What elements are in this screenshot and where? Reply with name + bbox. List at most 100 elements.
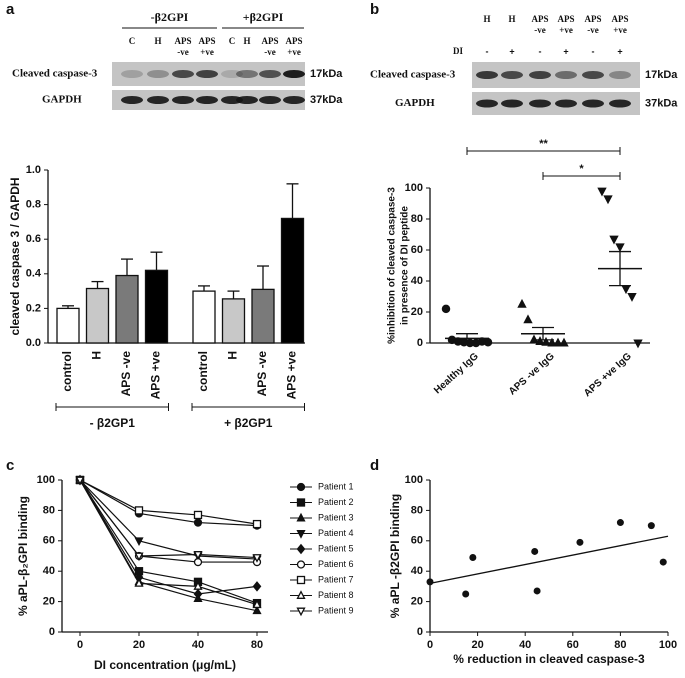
point bbox=[616, 519, 624, 527]
series-line bbox=[79, 479, 258, 612]
point bbox=[469, 554, 477, 562]
lane-label: C bbox=[229, 36, 236, 46]
x-tick-label: 0 bbox=[427, 639, 433, 651]
lane-label: -ve bbox=[264, 47, 276, 57]
blot-band bbox=[121, 96, 143, 104]
blot-band bbox=[582, 99, 604, 108]
y-tick-label: 100 bbox=[37, 474, 55, 486]
di-value: - bbox=[486, 46, 489, 56]
lane-label: H bbox=[508, 14, 515, 24]
lane-label: +ve bbox=[200, 47, 214, 57]
x-tick-label: APS +ve bbox=[285, 351, 299, 400]
blot-band bbox=[476, 71, 498, 79]
marker bbox=[252, 605, 262, 615]
marker bbox=[621, 285, 631, 295]
lane-label: APS bbox=[557, 14, 574, 24]
marker bbox=[252, 554, 262, 563]
lane-label: +ve bbox=[287, 47, 301, 57]
lane-label: APS bbox=[174, 36, 191, 46]
marker bbox=[615, 243, 625, 253]
y-tick-label: 0 bbox=[49, 626, 55, 638]
x-tick-label: APS -ve bbox=[255, 351, 269, 397]
y-tick-label: 60 bbox=[411, 244, 423, 256]
group-label: -β2GPI bbox=[151, 10, 189, 24]
band-label: Cleaved caspase-3 bbox=[370, 69, 456, 81]
blot-band bbox=[259, 96, 281, 104]
di-label: DI bbox=[453, 46, 463, 56]
y-axis-label: %inhibition of cleaved caspase-3 bbox=[387, 187, 398, 344]
y-tick-label: 0 bbox=[417, 626, 423, 638]
lane-label: +ve bbox=[559, 25, 573, 35]
y-tick-label: 1.0 bbox=[26, 164, 41, 176]
x-axis-label: DI concentration (μg/mL) bbox=[94, 658, 236, 672]
di-value: + bbox=[563, 46, 568, 56]
x-tick-label: H bbox=[226, 351, 240, 360]
bar bbox=[192, 290, 216, 344]
y-tick-label: 40 bbox=[411, 565, 423, 577]
legend-label: Patient 2 bbox=[318, 497, 354, 507]
x-tick-label: control bbox=[196, 351, 210, 392]
legend-label: Patient 9 bbox=[318, 605, 354, 615]
blot-band bbox=[121, 70, 143, 78]
blot-band bbox=[609, 99, 631, 108]
lane-label: H bbox=[154, 36, 161, 46]
x-tick-label: 0 bbox=[77, 639, 83, 651]
series-line bbox=[79, 479, 258, 527]
marker bbox=[252, 519, 262, 529]
blot-band bbox=[529, 71, 551, 79]
point bbox=[533, 587, 541, 595]
y-tick-label: 40 bbox=[411, 275, 423, 287]
marker bbox=[296, 512, 306, 522]
y-tick-label: 60 bbox=[411, 535, 423, 547]
point bbox=[647, 522, 655, 530]
blot-band bbox=[582, 71, 604, 79]
group-label: + β2GP1 bbox=[224, 416, 273, 430]
blot-band bbox=[236, 96, 258, 104]
marker bbox=[609, 235, 619, 245]
lane-label: APS bbox=[261, 36, 278, 46]
blot-band bbox=[501, 71, 523, 79]
legend-label: Patient 7 bbox=[318, 574, 354, 584]
x-tick-label: 40 bbox=[519, 639, 531, 651]
point bbox=[462, 590, 470, 598]
blot-band bbox=[236, 70, 258, 78]
y-tick-label: 80 bbox=[411, 213, 423, 225]
bar bbox=[85, 287, 110, 344]
marker bbox=[193, 518, 203, 527]
lane-label: H bbox=[243, 36, 250, 46]
y-tick-label: 20 bbox=[411, 306, 423, 318]
x-axis-label: % reduction in cleaved caspase-3 bbox=[453, 652, 645, 666]
legend-label: Patient 3 bbox=[318, 512, 354, 522]
x-tick-label: Healthy IgG bbox=[432, 351, 481, 397]
lane-label: -ve bbox=[534, 25, 546, 35]
marker bbox=[252, 581, 262, 592]
y-axis-label: % aPL-β₂GPI binding bbox=[16, 496, 30, 616]
size-label: 37kDa bbox=[310, 94, 343, 106]
di-value: + bbox=[617, 46, 622, 56]
y-tick-label: 60 bbox=[43, 535, 55, 547]
di-value: + bbox=[509, 46, 514, 56]
marker bbox=[517, 298, 527, 308]
marker bbox=[296, 498, 306, 507]
x-tick-label: 80 bbox=[251, 639, 263, 651]
marker bbox=[296, 607, 306, 617]
marker bbox=[75, 476, 85, 486]
bar bbox=[115, 274, 139, 344]
lane-label: APS bbox=[531, 14, 548, 24]
blot-band bbox=[196, 70, 218, 78]
marker bbox=[296, 543, 306, 555]
di-value: - bbox=[592, 46, 595, 56]
marker bbox=[134, 506, 144, 515]
marker bbox=[296, 590, 306, 599]
x-tick-label: 40 bbox=[192, 639, 204, 651]
series-line bbox=[79, 479, 258, 525]
lane-label: APS bbox=[611, 14, 628, 24]
marker bbox=[547, 337, 557, 347]
bar bbox=[251, 288, 275, 344]
x-tick-label: 100 bbox=[659, 639, 677, 651]
x-tick-label: APS -ve IgG bbox=[507, 351, 557, 398]
marker bbox=[523, 314, 533, 324]
panel-label: a bbox=[6, 1, 15, 18]
marker bbox=[296, 530, 306, 539]
